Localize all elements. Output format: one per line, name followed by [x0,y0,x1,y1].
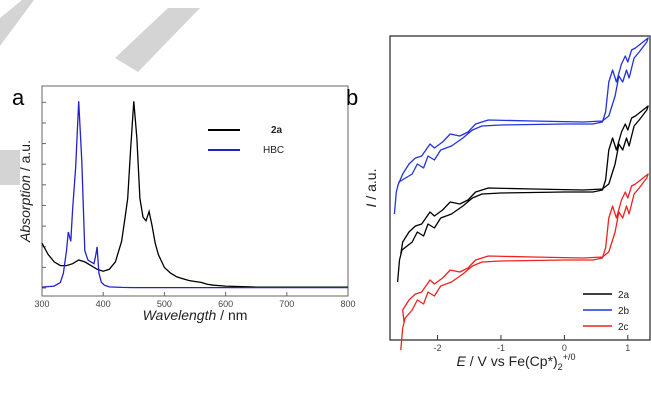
x-tick-label: 600 [218,299,233,309]
series-line-2c [400,173,649,351]
y-axis-title-a: Absorption / a.u. [17,140,33,243]
legend-label-2a: 2a [618,290,630,301]
x-tick-label: 300 [34,299,49,309]
x-tick-label: -1 [497,343,505,353]
panel-a-label: a [12,85,25,110]
x-ticks-a: 300 400 500 600 700 800 [34,292,356,309]
x-tick-label: 700 [279,299,294,309]
legend-label-2b: 2b [618,306,630,317]
y-ticks-a [42,101,46,289]
x-tick-label: 0 [562,343,567,353]
background-decoration [0,0,200,185]
legend-label-2a: 2a [271,125,283,136]
series-line-hbc [41,101,348,289]
series-line-2a [41,101,348,288]
plot-frame-a [41,85,349,297]
panel-b-label: b [346,85,358,110]
x-tick-label: 1 [625,343,630,353]
legend-a: 2a HBC [208,125,284,156]
series-line-2a [396,105,649,283]
series-lines-b [393,37,649,351]
x-tick-label: -2 [434,343,442,353]
panel-a: a 300 400 500 600 700 800 2a HBC Wavelength /… [12,85,356,323]
x-axis-title-a: Wavelength / nm [143,307,248,323]
x-tick-label: 500 [157,299,172,309]
x-axis-title-b: E / V vs Fe(Cp*)2+/0 [457,352,576,372]
legend-b: 2a 2b 2c [583,290,630,333]
x-ticks-b: -2 -1 0 1 [434,335,630,353]
y-axis-title-b: I / a.u. [363,169,379,208]
legend-label-hbc: HBC [263,145,284,156]
plot-frame-b [389,35,651,341]
series-lines-a [41,101,348,289]
panel-b: b -2 -1 0 1 2a 2b 2c E / V vs Fe(Cp*)2+/0 I /… [346,35,651,372]
x-tick-label: 800 [340,299,355,309]
series-line-2b [393,37,649,215]
x-tick-label: 400 [96,299,111,309]
legend-label-2c: 2c [618,322,629,333]
